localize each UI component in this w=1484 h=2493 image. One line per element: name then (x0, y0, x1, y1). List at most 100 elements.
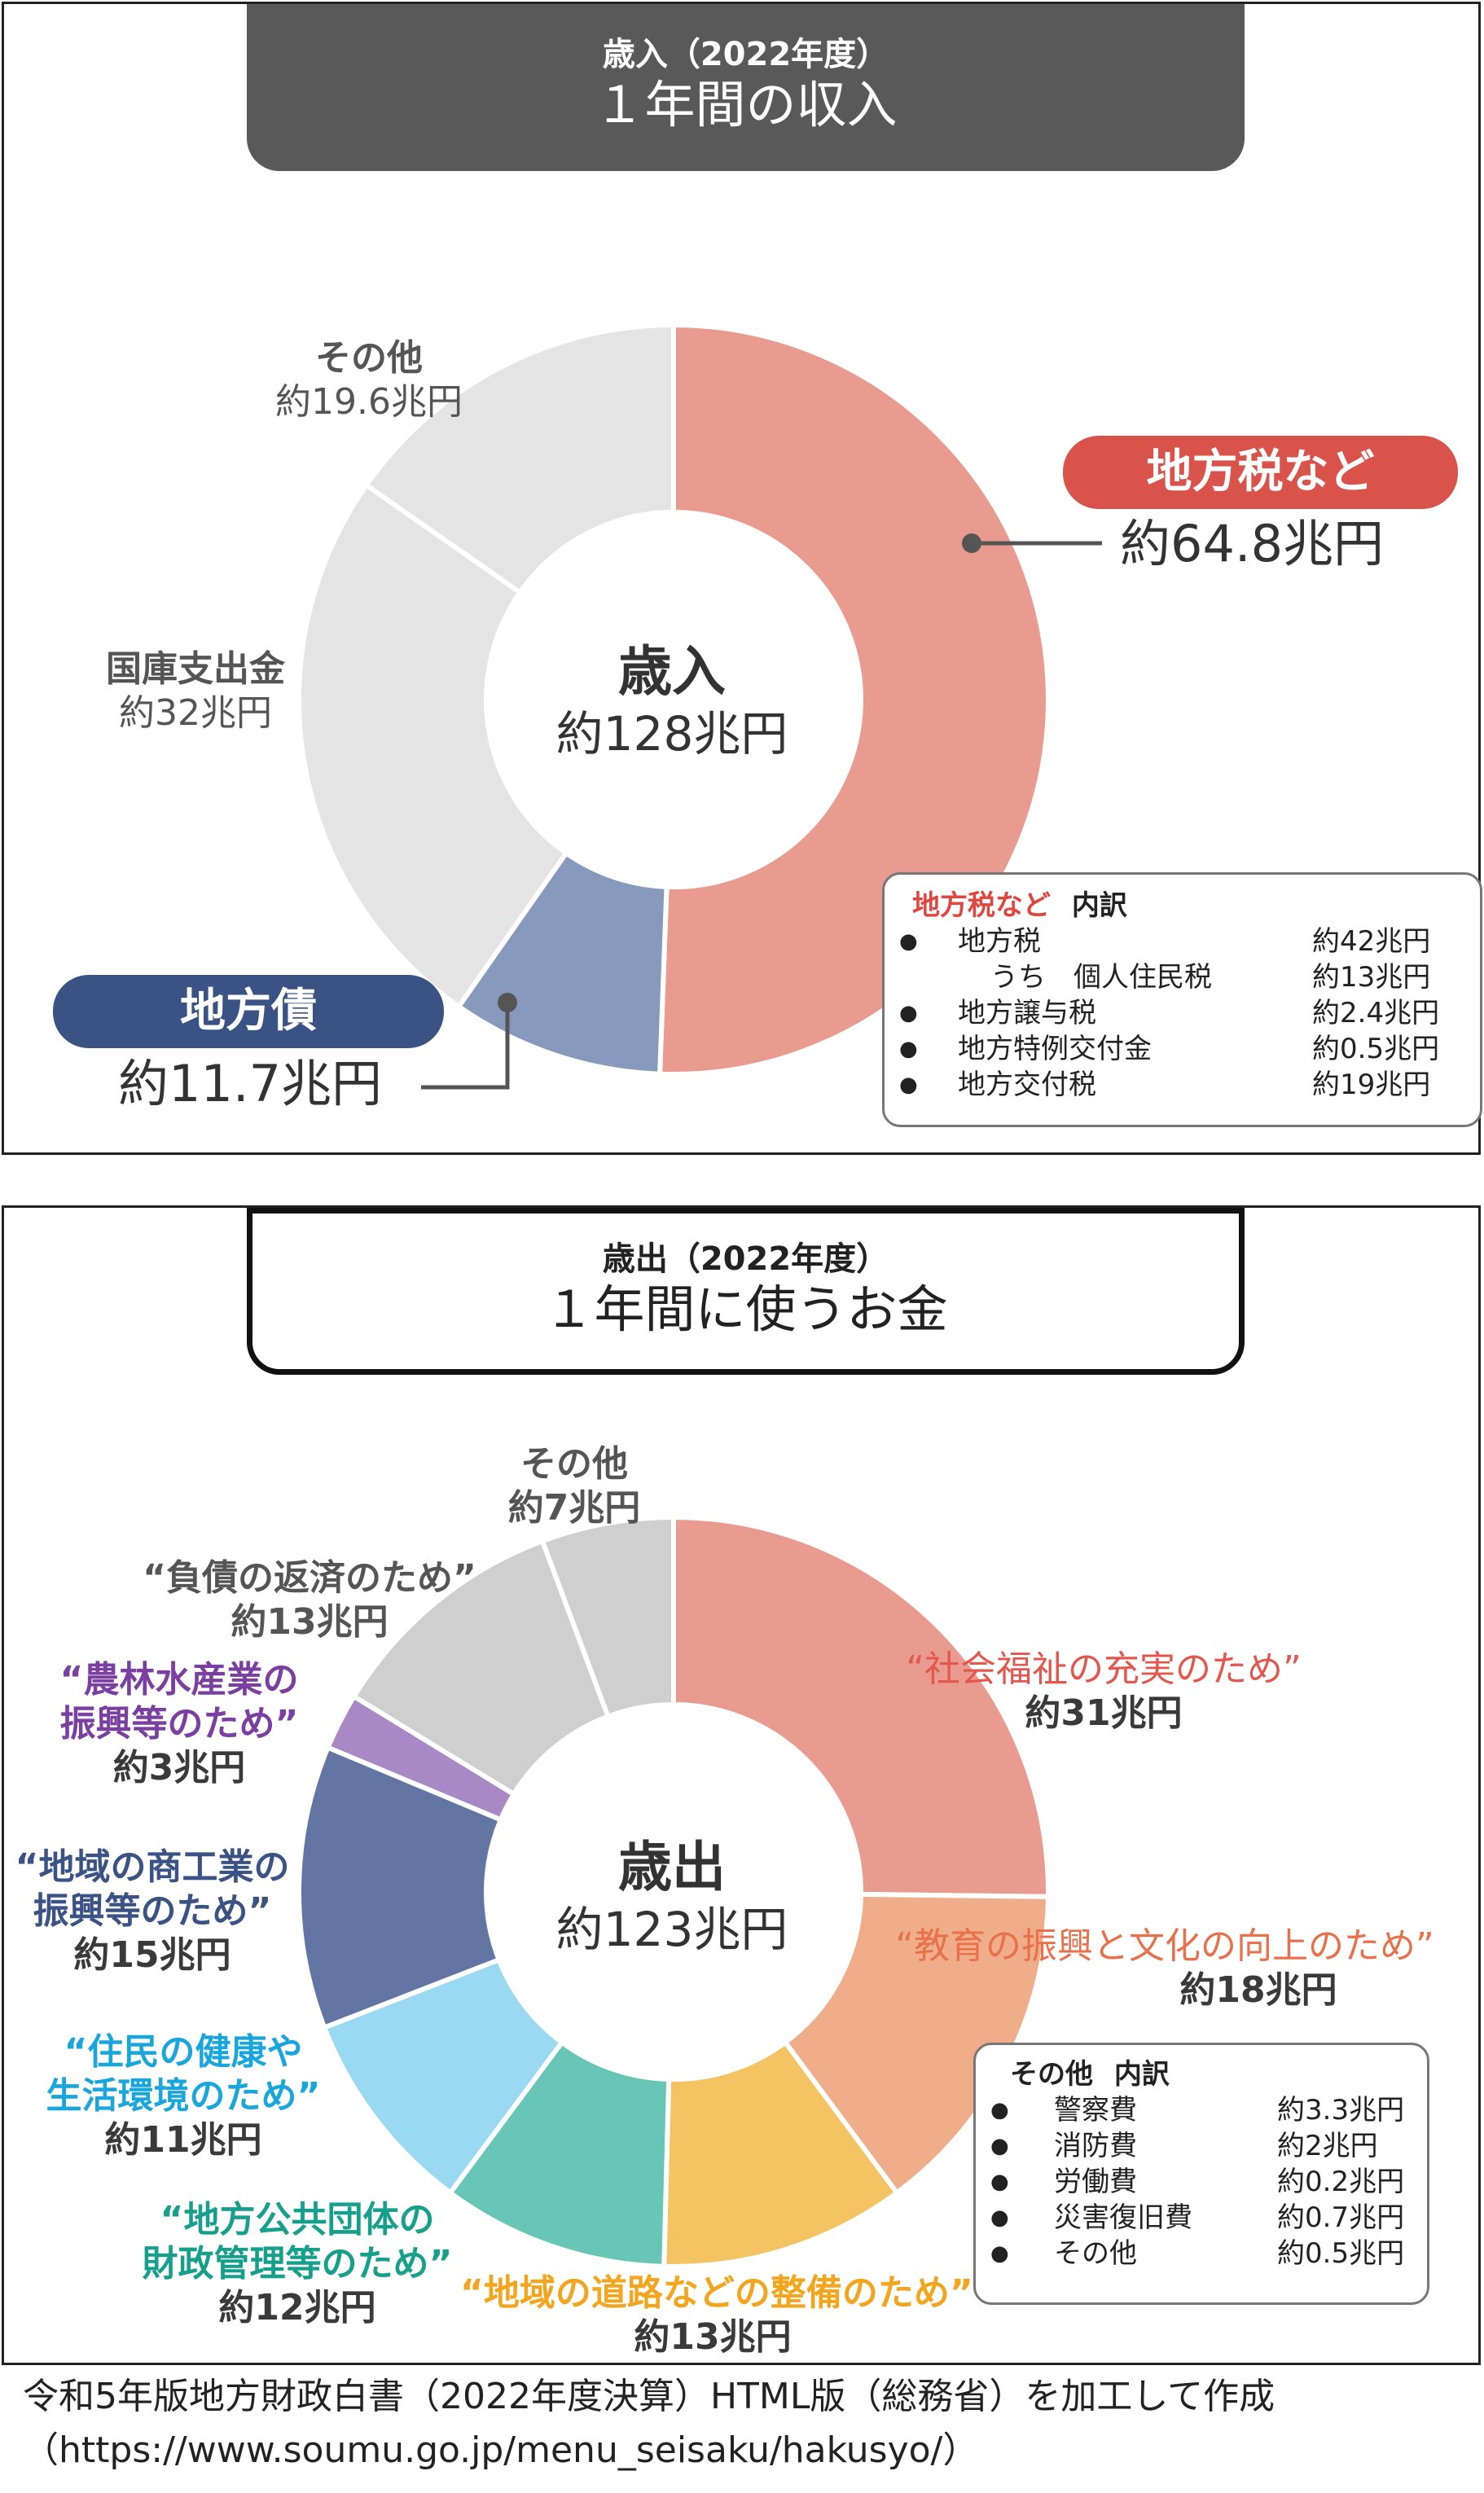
rev-label-other-value: 約19.6兆円 (275, 381, 463, 423)
rev-breakdown-bullet: ● (899, 1073, 918, 1097)
rev-breakdown-title: 地方税など 内訳 (885, 888, 1480, 924)
source-note: 令和5年版地方財政白書（2022年度決算）HTML版（総務省）を加工して作成 （… (23, 2370, 1275, 2478)
exp-label-finance-value: 約12兆円 (218, 2287, 376, 2328)
revenue-center-name: 歳入 (618, 640, 726, 703)
rev-breakdown-row: ● 地方特例交付金 約0.5兆円 (885, 1031, 1480, 1067)
exp-breakdown-bullet: ● (990, 2134, 1009, 2158)
exp-label-commerce-value: 約15兆円 (73, 1934, 231, 1976)
source-line-2: （https://www.soumu.go.jp/menu_seisaku/ha… (23, 2429, 979, 2471)
exp-label-commerce-line1: “地域の商工業の (15, 1846, 290, 1888)
rev-breakdown-title-black: 内訳 (1071, 889, 1127, 922)
exp-label-other-value: 約7兆円 (507, 1487, 641, 1529)
exp-label-roads: “地域の道路などの整備のため” 約13兆円 (460, 2271, 973, 2359)
exp-label-debt-value: 約13兆円 (231, 1601, 389, 1643)
exp-breakdown-row: ● 警察費 約3.3兆円 (976, 2092, 1427, 2128)
exp-breakdown-row: ● 労働費 約0.2兆円 (976, 2164, 1427, 2200)
exp-label-finance: “地方公共団体の 財政管理等のため” 約12兆円 (126, 2198, 468, 2330)
expense-slice-2 (661, 2039, 901, 2269)
revenue-center-label: 歳入 約128兆円 (509, 639, 835, 763)
exp-label-roads-value: 約13兆円 (634, 2316, 792, 2358)
exp-breakdown-bullet: ● (990, 2206, 1009, 2230)
expense-center-name: 歳出 (618, 1836, 726, 1898)
exp-label-education-name: “教育の振興と文化の向上のため” (895, 1925, 1434, 1967)
exp-label-debt: “負債の返済のため” 約13兆円 (118, 1556, 501, 1644)
revenue-title-sub: 歳入（2022年度） (602, 36, 889, 73)
exp-breakdown-bullet: ● (990, 2241, 1009, 2266)
exp-breakdown-item-name: 災害復旧費 (1054, 2201, 1192, 2234)
rev-label-other: その他 約19.6兆円 (239, 336, 499, 424)
exp-label-finance-line2: 財政管理等のため” (142, 2243, 453, 2285)
expense-slice-5 (296, 1744, 504, 2031)
exp-breakdown-bullet: ● (990, 2170, 1009, 2194)
exp-label-welfare-value: 約31兆円 (1025, 1692, 1183, 1734)
rev-breakdown-item-name: 地方交付税 (958, 1069, 1096, 1101)
expense-title-sub: 歳出（2022年度） (602, 1240, 889, 1278)
rev-breakdown-row: うち 個人住民税 約13兆円 (885, 959, 1480, 995)
revenue-breakdown-box: 地方税など 内訳 ● 地方税 約42兆円 うち 個人住民税 約13兆円 ● 地方譲与税 約2.… (882, 872, 1482, 1127)
rev-breakdown-row: ● 地方税 約42兆円 (885, 924, 1480, 959)
exp-breakdown-row: ● その他 約0.5兆円 (976, 2236, 1427, 2271)
rev-breakdown-item-value: 約2.4兆円 (1312, 997, 1440, 1029)
rev-breakdown-row: ● 地方譲与税 約2.4兆円 (885, 995, 1480, 1031)
rev-breakdown-item-name: 地方譲与税 (958, 997, 1096, 1029)
rev-breakdown-rows: ● 地方税 約42兆円 うち 個人住民税 約13兆円 ● 地方譲与税 約2.4兆円 ● 地方特例交… (885, 924, 1480, 1103)
exp-label-health: “住民の健康や 生活環境のため” 約11兆円 (37, 2030, 330, 2162)
rev-value-local-tax: 約64.8兆円 (1120, 514, 1385, 573)
exp-label-health-line2: 生活環境のため” (46, 2075, 321, 2117)
exp-breakdown-row: ● 消防費 約2兆円 (976, 2128, 1427, 2164)
revenue-slice-3 (362, 322, 676, 596)
revenue-panel: 歳入（2022年度） １年間の収入 歳入 約128兆円 その他 約19.6兆円 … (2, 2, 1482, 1155)
exp-breakdown-item-value: 約0.7兆円 (1277, 2201, 1405, 2234)
expense-center-value: 約123兆円 (555, 1902, 788, 1957)
exp-breakdown-title-suffix: 内訳 (1113, 2058, 1170, 2091)
exp-breakdown-title-main: その他 (1010, 2058, 1093, 2091)
exp-label-other-name: その他 (520, 1443, 628, 1485)
rev-breakdown-title-red: 地方税など (912, 889, 1051, 922)
exp-label-agri-line1: “農林水産業の (59, 1659, 299, 1701)
exp-label-finance-line1: “地方公共団体の (160, 2199, 435, 2241)
exp-label-other: その他 約7兆円 (444, 1442, 705, 1530)
expense-title-box: 歳出（2022年度） １年間に使うお金 (247, 1208, 1245, 1375)
exp-label-debt-name: “負債の返済のため” (143, 1557, 476, 1599)
exp-label-welfare-name: “社会福祉の充実のため” (906, 1648, 1302, 1690)
rev-breakdown-item-name: 地方税 (958, 925, 1041, 958)
rev-breakdown-item-value: 約19兆円 (1312, 1069, 1431, 1101)
exp-breakdown-bullet: ● (990, 2098, 1009, 2122)
expense-donut-chart (296, 1514, 1051, 2269)
exp-label-education-value: 約18兆円 (1179, 1969, 1337, 2011)
exp-breakdown-title: その他 内訳 (976, 2056, 1427, 2092)
source-line-1: 令和5年版地方財政白書（2022年度決算）HTML版（総務省）を加工して作成 (23, 2376, 1275, 2417)
exp-label-commerce: “地域の商工業の 振興等のため” 約15兆円 (6, 1846, 299, 1977)
rev-label-national: 国庫支出金 約32兆円 (69, 647, 322, 735)
expense-slice-1 (781, 1891, 1051, 2197)
exp-breakdown-item-name: 労働費 (1054, 2166, 1137, 2198)
expense-center-label: 歳出 約123兆円 (509, 1835, 835, 1959)
rev-label-national-name: 国庫支出金 (106, 648, 285, 690)
rev-leader-line-local-bond (421, 1003, 510, 1090)
revenue-title-main: １年間の収入 (594, 75, 898, 134)
rev-label-national-value: 約32兆円 (119, 692, 272, 734)
exp-label-commerce-line2: 振興等のため” (33, 1890, 272, 1932)
exp-breakdown-item-value: 約0.2兆円 (1277, 2166, 1405, 2198)
exp-label-agri-value: 約3兆円 (112, 1747, 246, 1789)
rev-breakdown-item-value: 約42兆円 (1312, 925, 1431, 958)
exp-breakdown-rows: ● 警察費 約3.3兆円 ● 消防費 約2兆円 ● 労働費 約0.2兆円 ● 災害復旧費 約0.7兆円… (976, 2092, 1427, 2271)
expense-slice-0 (671, 1514, 1051, 1899)
exp-label-roads-name: “地域の道路などの整備のため” (460, 2272, 973, 2314)
rev-value-local-bond: 約11.7兆円 (118, 1054, 383, 1113)
rev-breakdown-bullet: ● (899, 929, 918, 954)
revenue-title-box: 歳入（2022年度） １年間の収入 (247, 4, 1245, 171)
expense-slice-7 (350, 1538, 612, 1798)
exp-label-health-value: 約11兆円 (104, 2119, 262, 2161)
exp-label-education: “教育の振興と文化の向上のため” 約18兆円 (867, 1925, 1462, 2012)
rev-breakdown-bullet: ● (899, 1037, 918, 1061)
rev-pill-local-bond: 地方債 (53, 975, 444, 1048)
exp-breakdown-item-name: 消防費 (1054, 2130, 1137, 2162)
rev-label-other-name: その他 (315, 337, 423, 379)
exp-breakdown-item-value: 約2兆円 (1277, 2130, 1378, 2162)
exp-breakdown-item-value: 約0.5兆円 (1277, 2237, 1405, 2270)
expense-slice-8 (539, 1514, 676, 1720)
expense-panel: 歳出（2022年度） １年間に使うお金 歳出 約123兆円 その他 約7兆円 “… (2, 1205, 1481, 2365)
rev-breakdown-bullet: ● (899, 1001, 918, 1025)
exp-label-health-line1: “住民の健康や (64, 2031, 303, 2073)
